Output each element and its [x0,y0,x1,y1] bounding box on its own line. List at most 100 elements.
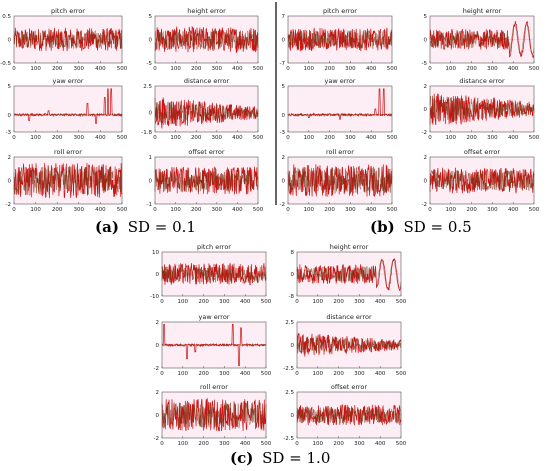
x-tick-label: 300 [219,441,230,447]
y-tick-label: 0 [424,38,428,44]
subplot-title: pitch error [323,7,357,15]
series-line-secondary [287,112,393,117]
x-tick-label: 300 [212,135,223,141]
y-tick-label: 2 [282,155,286,161]
x-tick-label: 200 [52,66,63,72]
y-tick-label: 10 [152,250,159,256]
series-line-secondary [287,29,393,49]
x-tick-label: 500 [117,207,128,213]
x-tick-label: 0 [160,441,164,447]
x-tick-label: 300 [354,371,365,377]
y-tick-label: 2.5 [285,390,294,396]
x-tick-label: 0 [153,207,157,213]
y-tick-label: -2 [422,130,427,136]
series-line-secondary [429,23,535,55]
x-tick-label: 400 [375,441,386,447]
series-line [296,257,402,292]
plot-frame [287,156,393,205]
x-tick-label: 200 [191,207,202,213]
x-tick-label: 500 [387,66,398,72]
plot-frame [161,391,267,439]
x-tick-label: 400 [232,66,243,72]
series-line [429,20,535,59]
plot-frame [429,156,535,205]
x-tick-label: 200 [466,135,477,141]
x-tick-label: 100 [30,66,41,72]
x-tick-label: 500 [117,135,128,141]
y-tick-label: 2.5 [143,84,152,90]
x-tick-label: 300 [345,207,356,213]
x-tick-label: 200 [191,135,202,141]
x-tick-label: 300 [487,207,498,213]
x-tick-label: 400 [232,135,243,141]
x-tick-label: 200 [198,441,209,447]
plot-frame [287,15,393,64]
subplot-title: yaw error [325,77,356,85]
x-tick-label: 400 [240,299,251,305]
x-tick-label: 300 [74,66,85,72]
x-tick-label: 300 [219,371,230,377]
x-tick-label: 500 [253,66,264,72]
y-tick-label: 0 [282,38,286,44]
y-tick-label: 0 [8,113,12,119]
x-tick-label: 500 [396,299,407,305]
y-tick-label: 0 [156,343,160,349]
plot-frame [161,251,267,297]
x-tick-label: 100 [30,207,41,213]
y-tick-label: 2 [156,390,160,396]
x-tick-label: 500 [261,441,272,447]
plot-frame [13,85,123,133]
x-tick-label: 400 [95,66,106,72]
caption-a: (a) SD = 0.1 [95,218,196,236]
x-tick-label: 300 [345,66,356,72]
x-tick-label: 100 [313,371,324,377]
x-tick-label: 200 [466,207,477,213]
x-tick-label: 300 [345,135,356,141]
x-tick-label: 400 [232,207,243,213]
x-tick-label: 200 [52,207,63,213]
y-tick-label: 5 [424,14,428,20]
subplot-title: height error [330,243,369,251]
y-tick-label: -2 [154,366,159,372]
subplot-title: roll error [200,383,228,391]
y-tick-label: 0 [282,179,286,185]
x-tick-label: 400 [240,441,251,447]
x-tick-label: 500 [117,66,128,72]
x-tick-label: 100 [313,441,324,447]
caption-c-label: (c) [230,449,253,467]
y-tick-label: -2 [280,202,285,208]
x-tick-label: 500 [396,371,407,377]
x-tick-label: 200 [333,371,344,377]
y-tick-label: -8 [289,294,295,300]
series-line-secondary [154,169,259,192]
y-tick-label: 7 [282,14,286,20]
series-line-secondary [13,166,123,195]
series-line-secondary [287,166,393,195]
x-tick-label: 500 [529,207,540,213]
x-tick-label: 200 [324,207,335,213]
subplot-title: pitch error [197,243,231,251]
subplot-title: distance error [459,77,505,85]
caption-a-text: SD = 0.1 [128,218,196,236]
x-tick-label: 300 [74,135,85,141]
y-tick-label: -10 [150,294,159,300]
subplot-title: pitch error [51,7,85,15]
x-tick-label: 100 [170,135,181,141]
x-tick-label: 400 [375,371,386,377]
y-tick-label: 8 [291,250,295,256]
x-tick-label: 300 [74,207,85,213]
y-tick-label: 0 [291,272,295,278]
x-tick-label: 400 [508,135,519,141]
x-tick-label: 500 [387,135,398,141]
series-line [287,88,393,120]
plot-area [288,86,392,132]
